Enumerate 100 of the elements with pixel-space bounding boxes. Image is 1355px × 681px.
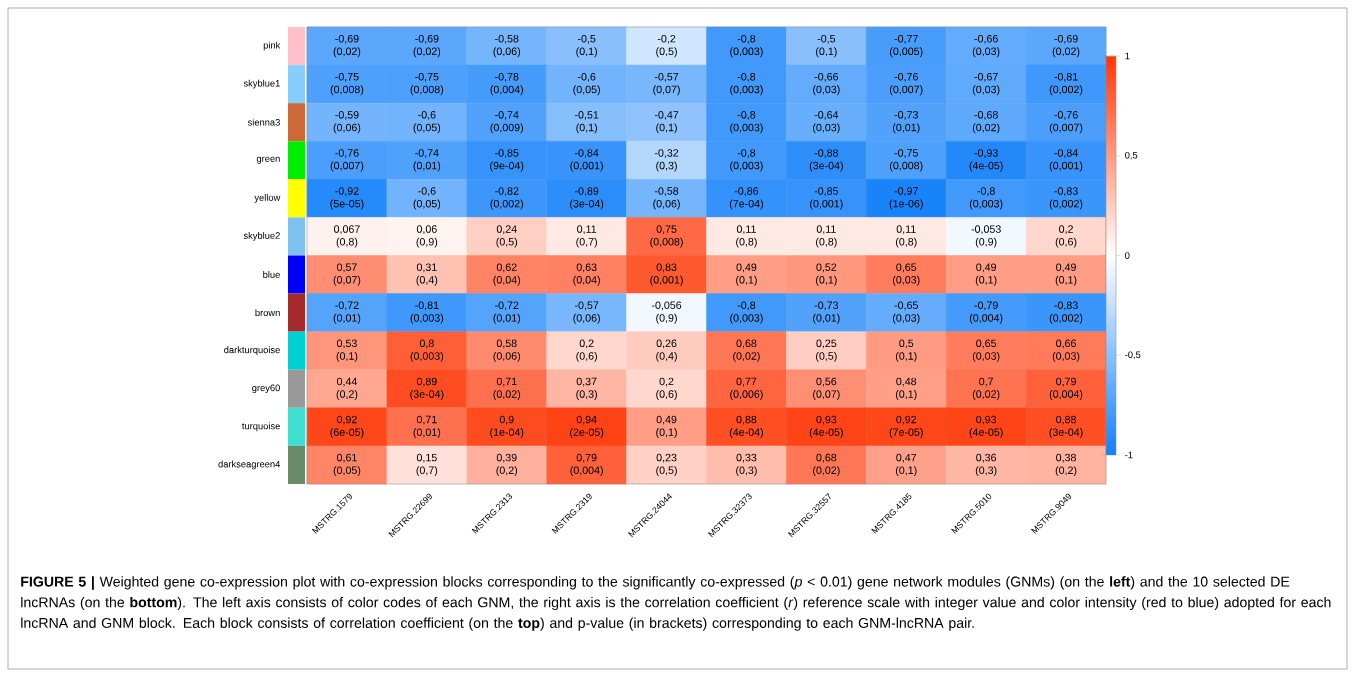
data-label: 0,62 (0,04) xyxy=(493,263,521,286)
data-label: -0,78 (0,004) xyxy=(490,72,523,96)
data-label: 0,79 (0,004) xyxy=(570,453,603,477)
data-label: 0,25 (0,5) xyxy=(816,339,837,362)
data-label: -0,73 (0,01) xyxy=(813,301,840,324)
data-label: 0,36 (0,3) xyxy=(975,453,997,477)
data-label: 0,61 (0,05) xyxy=(333,453,361,477)
data-label: 0,067 (0,8) xyxy=(334,225,360,248)
color-bar-label: 0,5 xyxy=(1125,151,1138,160)
data-label: -0,68 (0,02) xyxy=(972,111,1000,134)
color-bar-label: 1 xyxy=(1125,52,1130,60)
data-label: -0,85 (0,001) xyxy=(810,187,843,210)
data-label: -0,8 (0,003) xyxy=(730,72,763,96)
data-label: 0,89 (3e-04) xyxy=(410,377,444,400)
data-label: -0,8 (0,003) xyxy=(730,111,763,134)
data-label: 0,8 (0,003) xyxy=(410,339,444,362)
data-label: -0,84 (0,001) xyxy=(1049,149,1083,172)
y-tick-label: skyblue2 xyxy=(243,232,280,241)
data-label: -0,2 (0,5) xyxy=(656,34,677,58)
data-label: -0,5 (0,1) xyxy=(576,34,597,58)
data-label: -0,89 (3e-04) xyxy=(570,187,604,210)
data-label: 0,33 (0,3) xyxy=(736,453,757,477)
data-label: 0,53 (0,1) xyxy=(336,339,358,362)
data-label: 0,71 (0,01) xyxy=(413,415,441,439)
y-tick-label: skyblue1 xyxy=(243,79,280,89)
data-label: -0,84 (0,001) xyxy=(570,149,603,172)
y-tick-label: grey60 xyxy=(252,384,280,394)
data-label: -0,053 (0,9) xyxy=(971,225,1001,248)
data-label: -0,58 (0,06) xyxy=(493,34,521,58)
data-label: 0,37 (0,3) xyxy=(576,377,597,400)
y-tick-label: yellow xyxy=(254,194,281,203)
data-label: -0,92 (5e-05) xyxy=(330,187,364,210)
data-label: -0,57 (0,06) xyxy=(573,301,600,324)
data-label: 0,56 (0,07) xyxy=(813,377,840,400)
data-label: -0,72 (0,01) xyxy=(333,301,361,324)
data-label: 0,38 (0,2) xyxy=(1055,453,1077,477)
data-label: 0,71 (0,02) xyxy=(493,377,521,400)
data-label: 0,49 (0,1) xyxy=(975,263,997,286)
data-label: 0,65 (0,03) xyxy=(892,263,920,286)
data-label: -0,47 (0,1) xyxy=(654,111,679,134)
data-label: -0,77 (0,005) xyxy=(890,34,923,58)
data-label: -0,75 (0,008) xyxy=(410,72,444,96)
data-label: 0,2 (0,6) xyxy=(656,377,677,400)
data-label: -0,5 (0,1) xyxy=(816,34,837,58)
data-label: 0,06 (0,9) xyxy=(416,225,438,248)
data-label: -0,82 (0,002) xyxy=(490,187,523,210)
data-label: -0,81 (0,003) xyxy=(410,301,444,324)
data-label: -0,8 (0,003) xyxy=(730,34,763,58)
data-label: -0,88 (3e-04) xyxy=(809,149,843,172)
data-label: 0,47 (0,1) xyxy=(895,453,917,477)
data-label: -0,65 (0,03) xyxy=(892,301,920,324)
data-label: -0,69 (0,02) xyxy=(333,34,361,58)
data-label: 0,88 (4e-04) xyxy=(729,415,763,439)
data-label: 0,31 (0,4) xyxy=(416,263,438,286)
text: FIGURE 5 | Weighted gene co-expression plot with co-expression blocks corresponding to the significantly co-expressed (p < 0.01) gene network modules (GNMs) (on the left) and the 10 selected DE lncRNAs (on the bottom). The left axis consists of color codes of each GNM, the right axis is the correlation coefficient (r) reference scale with integer value and color intensity (red to blue) adopted for each lncRNA and GNM block. Each block consists of correlation coefficient (on the top) and p-value (in brackets) corresponding to each GNM-lncRNA pair. xyxy=(21,576,1331,631)
data-label: 0,57 (0,07) xyxy=(333,263,361,286)
data-label: 0,65 (0,03) xyxy=(972,339,1000,362)
data-label: 0,93 (4e-05) xyxy=(809,415,843,439)
data-label: 0,11 (0,8) xyxy=(895,225,917,248)
data-label: 0,2 (0,6) xyxy=(576,339,597,362)
data-label: 0,39 (0,2) xyxy=(496,453,518,477)
data-label: -0,59 (0,06) xyxy=(333,111,361,134)
data-label: 0,77 (0,006) xyxy=(730,377,763,400)
data-label: 0,49 (0,1) xyxy=(656,415,677,439)
data-label: -0,58 (0,06) xyxy=(653,187,680,210)
data-label: 0,75 (0,008) xyxy=(650,225,683,248)
data-label: 0,11 (0,7) xyxy=(576,225,597,248)
data-label: 0,58 (0,06) xyxy=(493,339,521,362)
data-label: 0,92 (6e-05) xyxy=(330,415,364,439)
data-label: 0,9 (1e-04) xyxy=(490,415,524,439)
data-label: 0,48 (0,1) xyxy=(895,377,917,400)
data-label: 0,23 (0,5) xyxy=(656,453,677,477)
data-label: -0,66 (0,03) xyxy=(813,72,840,96)
data-label: -0,64 (0,03) xyxy=(813,111,840,134)
data-label: -0,79 (0,004) xyxy=(969,301,1003,324)
data-label: -0,32 (0,3) xyxy=(654,149,679,172)
y-tick-label: sienna3 xyxy=(247,118,280,126)
data-label: -0,74 (0,009) xyxy=(490,111,523,134)
data-label: -0,75 (0,008) xyxy=(890,149,923,172)
data-label: 0,79 (0,004) xyxy=(1049,377,1083,400)
data-label: -0,056 (0,9) xyxy=(651,301,682,324)
data-label: -0,76 (0,007) xyxy=(1049,111,1083,134)
data-label: 0,7 (0,02) xyxy=(972,377,1000,400)
y-tick-label: brown xyxy=(255,309,280,317)
data-label: 0,5 (0,1) xyxy=(895,339,917,362)
data-label: -0,66 (0,03) xyxy=(972,34,1000,58)
data-label: -0,6 (0,05) xyxy=(573,72,600,96)
color-bar-label: -0,5 xyxy=(1125,351,1141,360)
data-label: -0,74 (0,01) xyxy=(413,149,441,172)
data-label: 0,83 (0,001) xyxy=(650,263,683,286)
y-tick-label: darkseagreen4 xyxy=(218,460,281,470)
data-label: -0,76 (0,007) xyxy=(330,149,364,172)
data-label: -0,69 (0,02) xyxy=(1052,34,1080,58)
data-label: -0,83 (0,002) xyxy=(1049,301,1083,324)
data-label: -0,93 (4e-05) xyxy=(969,149,1003,172)
data-label: 0,93 (4e-05) xyxy=(969,415,1003,439)
data-label: -0,57 (0,07) xyxy=(653,72,680,96)
color-bar-label: -1 xyxy=(1125,451,1133,459)
data-label: -0,51 (0,1) xyxy=(574,111,599,134)
data-label: 0,66 (0,03) xyxy=(1052,339,1080,362)
